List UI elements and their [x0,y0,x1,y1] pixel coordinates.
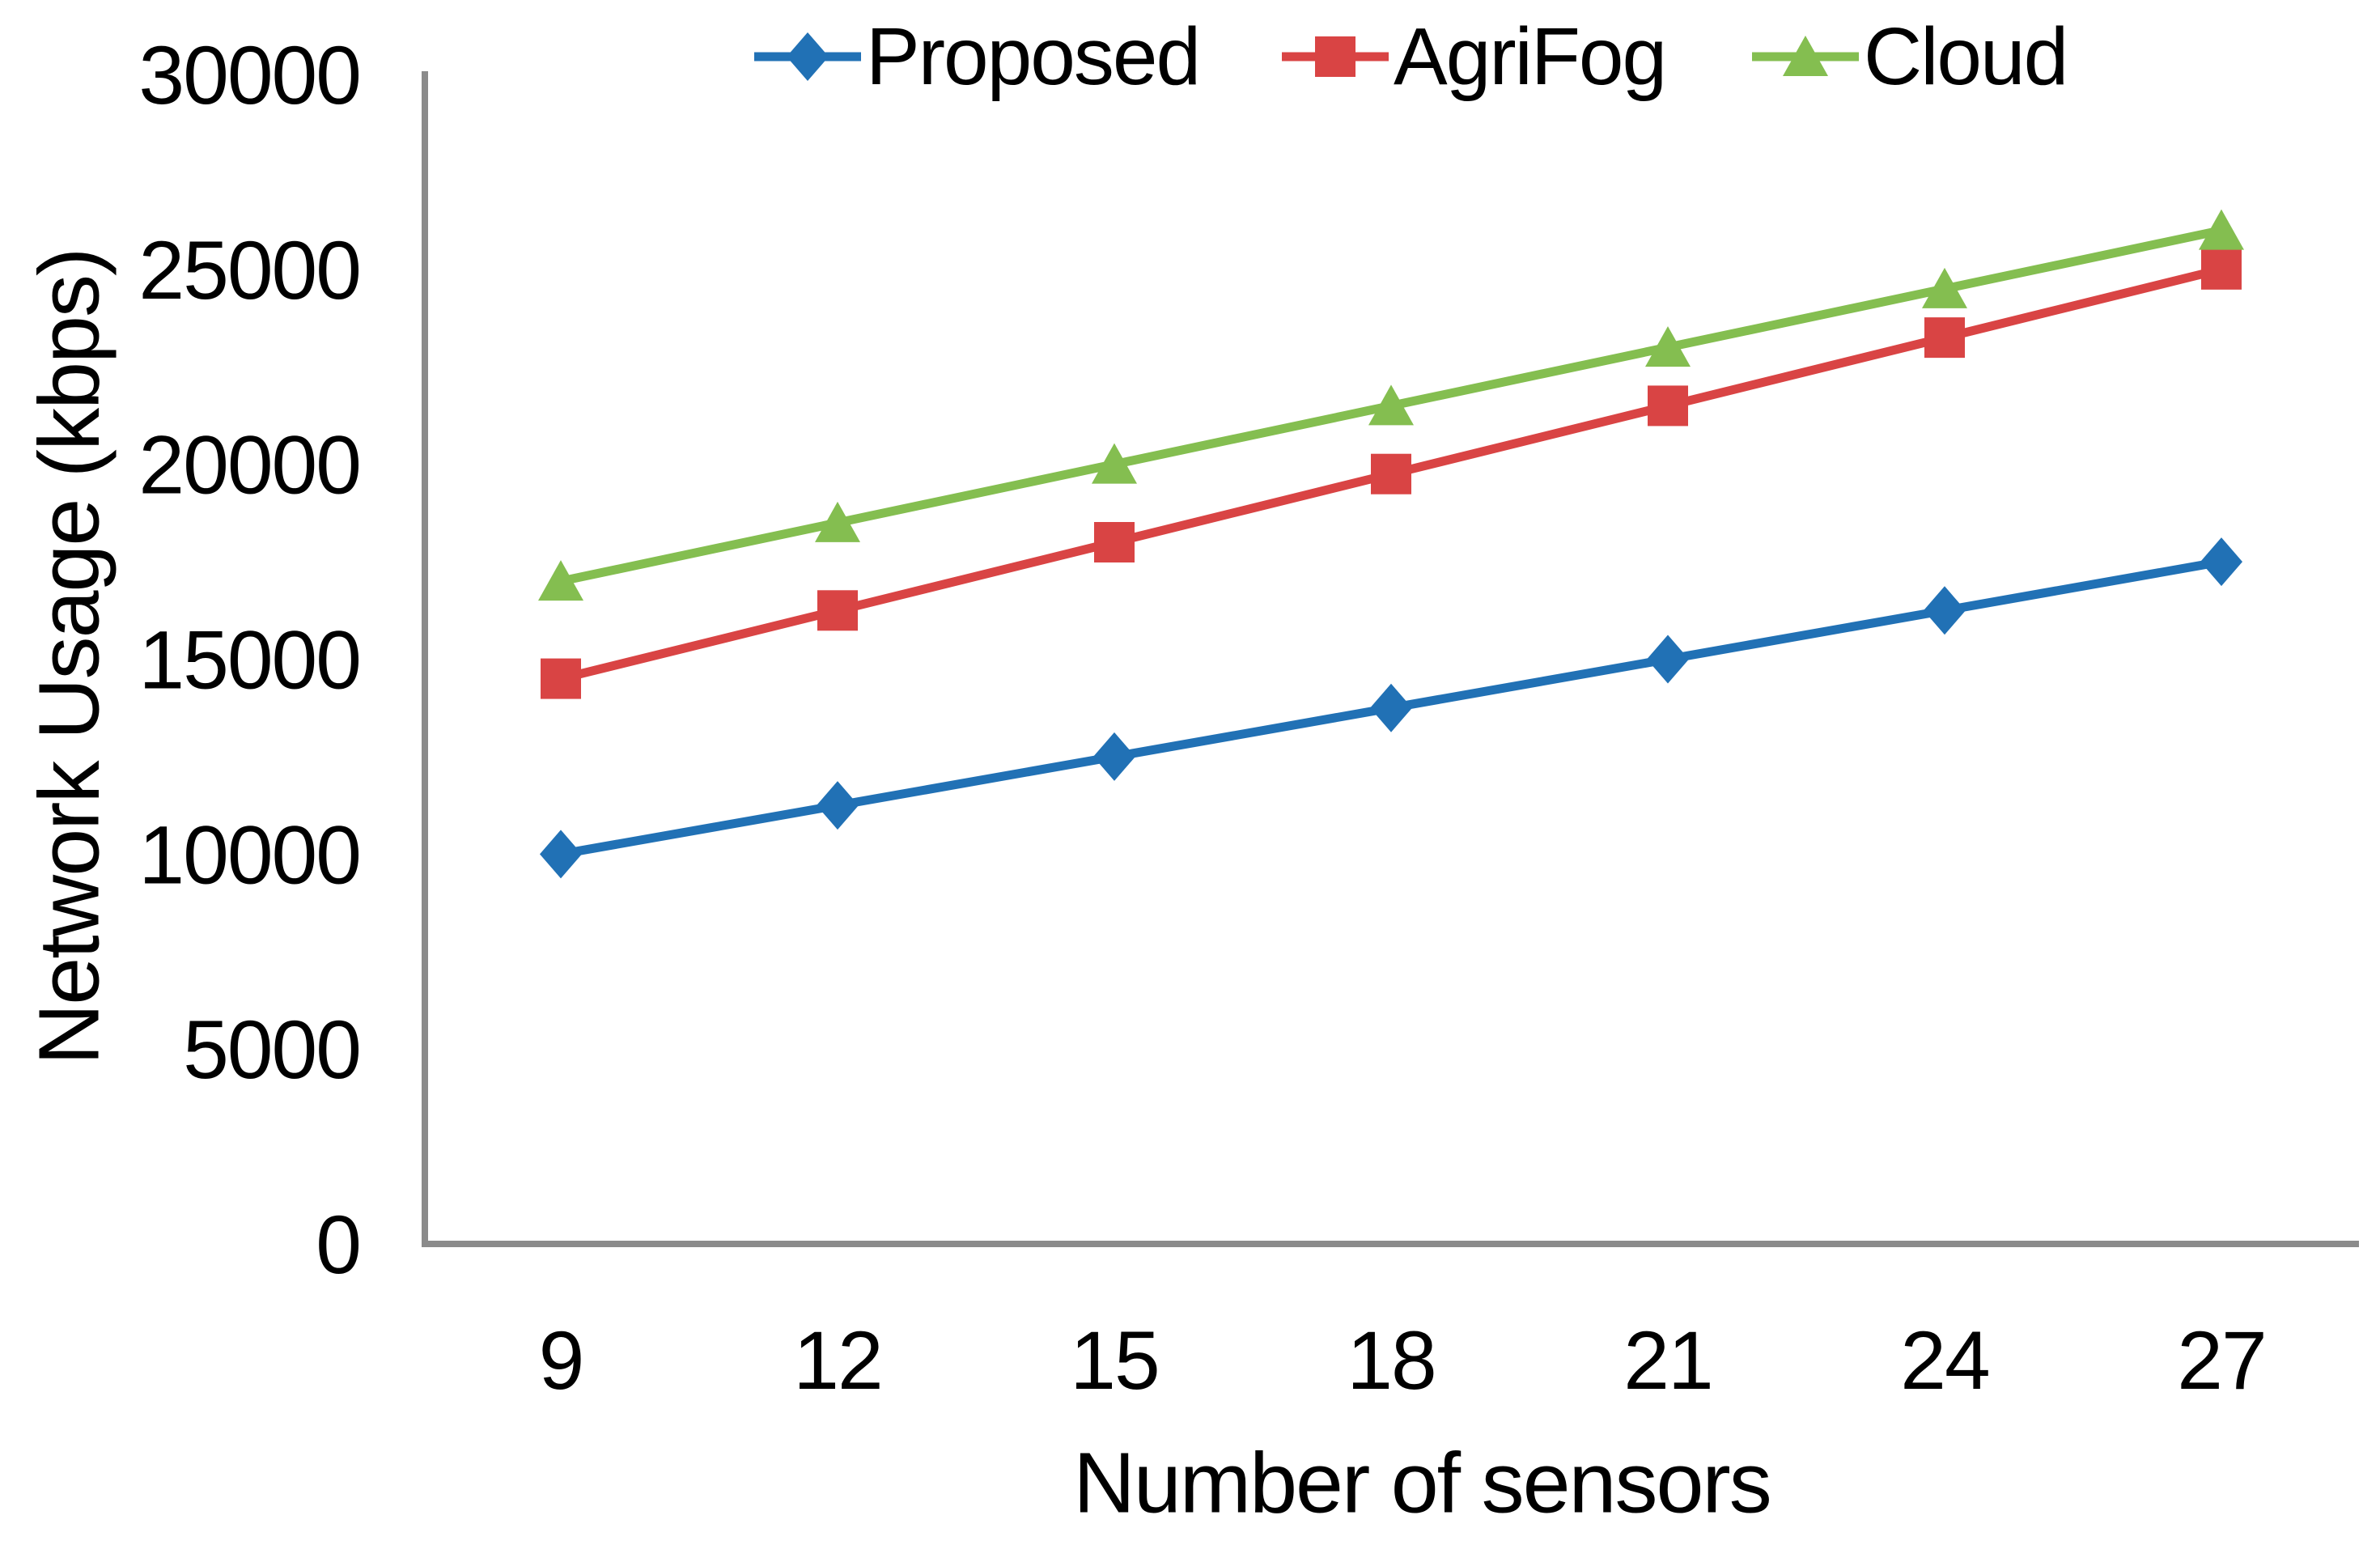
legend-label-cloud: Cloud [1864,11,2068,102]
data-point-cloud [1922,267,1967,308]
data-point-agrifog [1094,522,1135,562]
series-agrifog [541,248,2242,699]
y-tick-label: 30000 [138,29,360,121]
data-point-agrifog [1648,385,1688,427]
data-point-proposed [1924,586,1966,635]
data-point-proposed [1370,683,1412,732]
data-point-cloud [1092,443,1137,484]
data-point-cloud [538,560,583,601]
data-point-agrifog [817,590,858,631]
legend-label-agrifog: AgriFog [1394,11,1667,102]
legend-triangle-icon [1752,36,1859,76]
data-point-cloud [1645,326,1691,367]
y-tick-label: 5000 [183,1004,360,1096]
x-tick-label: 9 [539,1314,583,1407]
data-point-proposed [1093,732,1135,781]
data-point-agrifog [1924,317,1965,359]
y-axis-title: Network Usage (kbps) [21,248,117,1066]
legend-item-agrifog: AgriFog [1280,11,1667,102]
data-point-cloud [815,501,860,542]
x-tick-label: 27 [2177,1314,2265,1407]
data-point-proposed [1647,635,1689,684]
legend-marker-proposed [787,32,829,81]
legend-square-icon [1282,36,1389,77]
axis-lines [422,71,2359,1247]
x-tick-label: 18 [1347,1314,1435,1407]
data-point-cloud [1368,384,1414,426]
legend-marker-cloud [1783,36,1828,76]
series-cloud [538,209,2244,601]
y-tick-label: 0 [316,1199,360,1291]
legend-marker-agrifog [1315,36,1355,77]
x-tick-label: 12 [793,1314,881,1407]
y-tick-label: 20000 [138,419,360,511]
legend-item-proposed: Proposed [753,11,1201,102]
y-tick-label: 25000 [138,224,360,316]
data-point-agrifog [2201,248,2242,290]
data-point-agrifog [541,658,581,699]
legend-label-proposed: Proposed [866,11,1201,102]
x-tick-label: 24 [1900,1314,1988,1407]
data-point-proposed [2200,537,2242,587]
series-proposed [540,537,2242,879]
data-point-agrifog [1371,453,1411,494]
data-point-cloud [2199,209,2244,250]
data-point-proposed [540,830,582,879]
x-tick-label: 21 [1623,1314,1712,1407]
legend-diamond-icon [754,32,861,81]
data-point-proposed [817,781,859,830]
x-axis-title: Number of sensors [1073,1435,1771,1531]
y-tick-label: 10000 [138,809,360,901]
y-tick-label: 15000 [138,614,360,707]
legend-item-cloud: Cloud [1750,11,2068,102]
x-tick-label: 15 [1070,1314,1158,1407]
